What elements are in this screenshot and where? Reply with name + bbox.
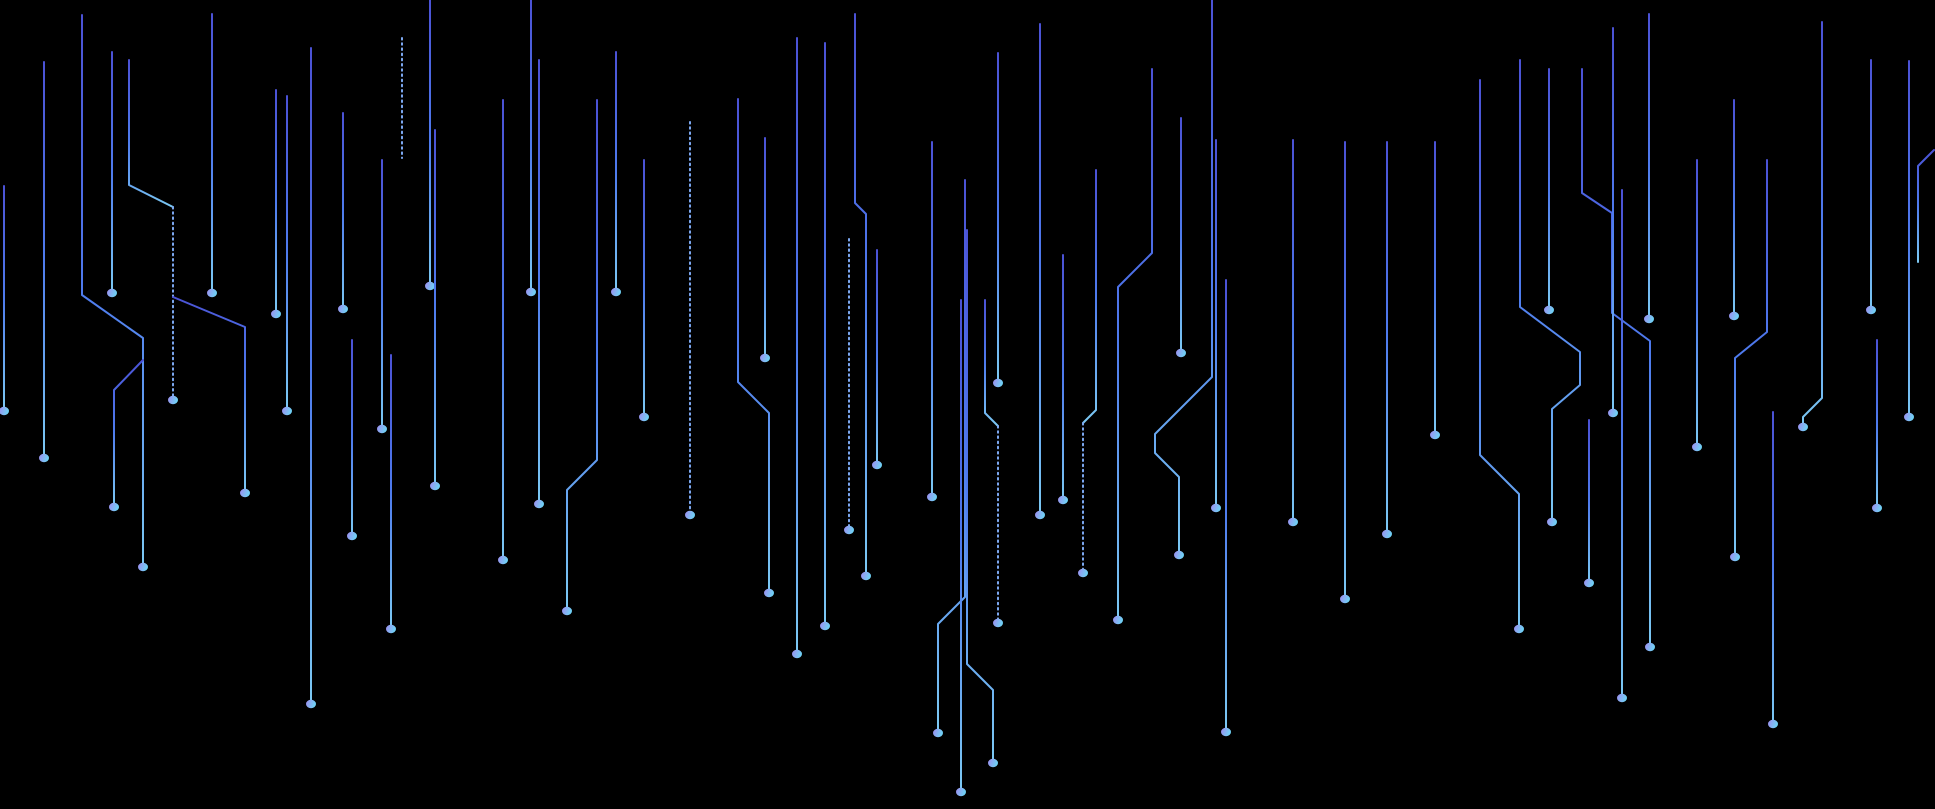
node-dot (168, 395, 178, 405)
circuit-line (737, 98, 770, 594)
node-dot (0, 406, 9, 416)
node-dot (498, 555, 508, 565)
circuit-line (128, 59, 174, 208)
circuit-line (937, 179, 966, 734)
node-dot (1221, 727, 1231, 737)
node-dot (271, 309, 281, 319)
node-dot (764, 588, 774, 598)
node-dot (993, 378, 1003, 388)
node-dot (993, 618, 1003, 628)
circuit-line (1154, 0, 1213, 556)
circuit-line (1802, 21, 1823, 428)
circuit-line (984, 299, 999, 427)
node-dot (377, 424, 387, 434)
node-dot (562, 606, 572, 616)
node-dot (240, 488, 250, 498)
node-dot (1730, 552, 1740, 562)
circuit-line (1734, 159, 1768, 558)
node-dot (282, 406, 292, 416)
node-dot (347, 531, 357, 541)
node-dot (1288, 517, 1298, 527)
node-dot (1035, 510, 1045, 520)
node-dot (1340, 594, 1350, 604)
node-dot (956, 787, 966, 797)
node-dot (1904, 412, 1914, 422)
node-dot (611, 287, 621, 297)
node-dot (1645, 642, 1655, 652)
node-dot (1617, 693, 1627, 703)
node-dot (526, 287, 536, 297)
node-dot (1866, 305, 1876, 315)
node-dot (1692, 442, 1702, 452)
node-dot (306, 699, 316, 709)
node-dot (534, 499, 544, 509)
node-dot (1113, 615, 1123, 625)
node-dot (1547, 517, 1557, 527)
circuit-line (854, 13, 867, 577)
node-dot (1078, 568, 1088, 578)
node-dot (1608, 408, 1618, 418)
node-dot (207, 288, 217, 298)
node-dot (1430, 430, 1440, 440)
node-dot (1584, 578, 1594, 588)
node-dot (138, 562, 148, 572)
circuit-line (1082, 169, 1097, 424)
node-dot (1644, 314, 1654, 324)
circuit-line (1519, 59, 1581, 523)
circuit-line (172, 296, 246, 494)
node-dot (988, 758, 998, 768)
node-dot (386, 624, 396, 634)
node-dot (1058, 495, 1068, 505)
node-dot (425, 281, 435, 291)
node-dot (1798, 422, 1808, 432)
circuit-line (113, 359, 144, 508)
node-dot (109, 502, 119, 512)
circuit-line (81, 14, 144, 568)
node-dot (1872, 503, 1882, 513)
circuit-line (566, 99, 598, 612)
node-dot (1729, 311, 1739, 321)
node-dot (107, 288, 117, 298)
circuit-line (966, 229, 994, 764)
node-dot (1768, 719, 1778, 729)
node-dot (872, 460, 882, 470)
node-dot (338, 304, 348, 314)
circuit-line (1917, 149, 1935, 263)
circuit-line (1117, 68, 1153, 621)
node-dot (1382, 529, 1392, 539)
node-dot (1544, 305, 1554, 315)
node-dot (1514, 624, 1524, 634)
circuit-line (1479, 79, 1520, 630)
node-dot (933, 728, 943, 738)
node-dot (927, 492, 937, 502)
node-dot (685, 510, 695, 520)
node-dot (861, 571, 871, 581)
node-dot (639, 412, 649, 422)
node-dot (1174, 550, 1184, 560)
circuit-line (1581, 68, 1651, 648)
node-dot (430, 481, 440, 491)
node-dot (760, 353, 770, 363)
node-dot (820, 621, 830, 631)
node-dot (1211, 503, 1221, 513)
node-dot (792, 649, 802, 659)
node-dot (844, 525, 854, 535)
node-dot (1176, 348, 1186, 358)
node-dot (39, 453, 49, 463)
